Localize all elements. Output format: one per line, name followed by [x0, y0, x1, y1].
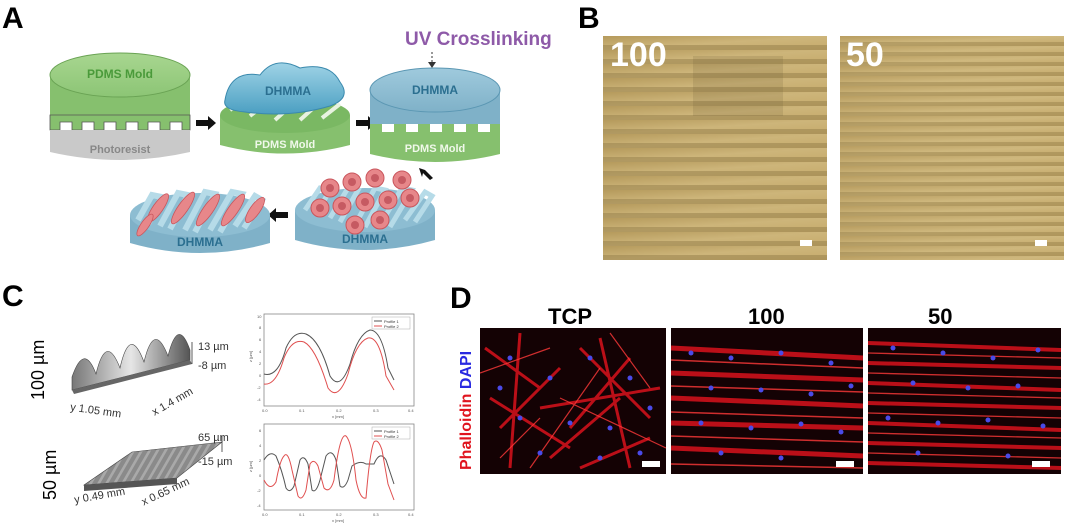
plot2-ytick-1: 4 — [259, 443, 262, 448]
fabrication-schematic: UV Crosslinking PDMS Mold Photoresist DH… — [49, 29, 552, 253]
plot2-xlabel: x [mm] — [332, 518, 344, 523]
dhmma-top-label: DHMMA — [412, 83, 458, 97]
brightfield-100-scalebar — [800, 240, 812, 246]
pdms-mold-with-dhmma: DHMMA PDMS Mold — [220, 62, 350, 154]
dhmma-drop-label: DHMMA — [265, 84, 311, 98]
profile-plot-50um: Profile 1 Profile 2 0.0 0.1 0.2 0.3 0.4 … — [248, 423, 415, 523]
plot1-xtick-1: 0.1 — [299, 408, 305, 413]
stain-dapi: DAPI — [458, 350, 475, 390]
row2-zmin: -15 µm — [198, 456, 233, 468]
dhmma-with-aligned-cells: DHMMA — [130, 188, 270, 253]
panel-letter-d: D — [450, 282, 472, 315]
plot1-xtick-0: 0.0 — [262, 408, 268, 413]
plot1-ytick-6: -2 — [257, 385, 261, 390]
plot1-ytick-3: 4 — [259, 349, 262, 354]
plot2-xtick-0: 0.0 — [262, 512, 268, 517]
plot2-ytick-5: -4 — [257, 503, 261, 508]
plot1-xtick-3: 0.3 — [373, 408, 379, 413]
row1-size-label: 100 µm — [28, 339, 48, 400]
fluor-image-tcp — [480, 328, 666, 474]
mold-top-label: PDMS Mold — [87, 67, 153, 81]
plot2-xtick-2: 0.2 — [336, 512, 342, 517]
pdms-mold-label-2: PDMS Mold — [255, 139, 316, 151]
plot2-xtick-4: 0.4 — [408, 512, 414, 517]
brightfield-50 — [840, 36, 1064, 260]
panel-letter-a: A — [2, 2, 24, 35]
fluor-label-100: 100 — [748, 304, 785, 329]
plot1-xlabel: x [mm] — [332, 414, 344, 419]
fluor-image-100 — [671, 328, 863, 474]
pdms-mold-label-3: PDMS Mold — [405, 143, 466, 155]
plot2-xtick-1: 0.1 — [299, 512, 305, 517]
fluor-tcp-scalebar — [642, 461, 660, 467]
stain-phalloidin: Phalloidin — [458, 393, 475, 470]
plot1-legend-1: Profile 1 — [384, 319, 399, 324]
plot1-ytick-2: 6 — [259, 337, 262, 342]
plot1-xtick-4: 0.4 — [408, 408, 414, 413]
row2-zmax: 65 µm — [198, 432, 229, 444]
brightfield-50-label: 50 — [846, 36, 884, 74]
uv-label: UV Crosslinking — [405, 29, 552, 50]
dhmma-aligned-label: DHMMA — [177, 235, 223, 249]
plot2-ylabel: z [µm] — [248, 461, 253, 472]
plot1-ytick-7: -4 — [257, 397, 261, 402]
row1-zmin: -8 µm — [198, 360, 227, 372]
surface-3d-50um — [82, 436, 223, 491]
stain-label: Phalloidin DAPI — [458, 351, 476, 470]
dhmma-with-seeded-cells: DHMMA — [295, 168, 436, 250]
pdms-mold-on-photoresist: PDMS Mold Photoresist — [49, 52, 191, 160]
plot1-ylabel: z [µm] — [248, 351, 253, 362]
surface-3d-100um — [71, 334, 193, 394]
plot1-legend-2: Profile 2 — [384, 324, 399, 329]
brightfield-100 — [603, 36, 827, 260]
plot1-xtick-2: 0.2 — [336, 408, 342, 413]
brightfield-100-label: 100 — [610, 36, 667, 74]
plot2-ytick-0: 6 — [259, 428, 262, 433]
fluor-50-scalebar — [1032, 461, 1050, 467]
plot2-legend-1: Profile 1 — [384, 429, 399, 434]
photoresist-label: Photoresist — [90, 144, 151, 156]
fluor-image-50 — [868, 328, 1061, 474]
panel-letter-c: C — [2, 280, 24, 313]
plot1-ytick-0: 10 — [257, 314, 262, 319]
plot1-ytick-5: 0 — [259, 373, 262, 378]
plot2-ytick-2: 2 — [259, 458, 262, 463]
plot2-legend-2: Profile 2 — [384, 434, 399, 439]
fluor-label-tcp: TCP — [548, 304, 592, 329]
brightfield-50-scalebar — [1035, 240, 1047, 246]
plot2-ytick-3: 0 — [259, 473, 262, 478]
dhmma-cells-label: DHMMA — [342, 232, 388, 246]
fluor-100-scalebar — [836, 461, 854, 467]
panel-letter-b: B — [578, 2, 600, 35]
fluor-label-50: 50 — [928, 304, 953, 329]
row2-size-label: 50 µm — [40, 449, 60, 500]
row1-zmax: 13 µm — [198, 341, 229, 353]
plot2-ytick-4: -2 — [257, 488, 261, 493]
profile-plot-100um: Profile 1 Profile 2 0.0 0.1 0.2 0.3 0.4 … — [248, 313, 415, 419]
plot2-xtick-3: 0.3 — [373, 512, 379, 517]
plot1-ytick-1: 8 — [259, 325, 262, 330]
plot1-ytick-4: 2 — [259, 361, 262, 366]
dhmma-on-pdms-mold: DHMMA PDMS Mold — [369, 67, 501, 162]
